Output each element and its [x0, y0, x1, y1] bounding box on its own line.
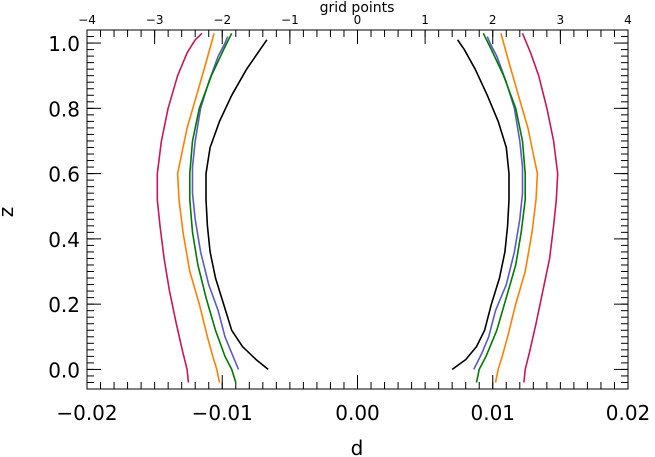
- series-1-right-curve: [473, 36, 524, 370]
- top-tick-label: 3: [557, 13, 565, 27]
- x-tick-label: 0.01: [470, 401, 515, 425]
- y-tick-label: 1.0: [48, 32, 80, 56]
- x-tick-label: −0.02: [56, 401, 117, 425]
- y-tick-label: 0.0: [48, 358, 80, 382]
- series-2-left-curve: [189, 32, 237, 383]
- series-0-left-curve: [205, 39, 269, 371]
- y-tick-label: 0.4: [48, 228, 80, 252]
- series-layer: [156, 32, 559, 383]
- plot-frame: [86, 29, 629, 390]
- y-tick-label: 0.6: [48, 163, 80, 187]
- top-tick-label: −4: [78, 13, 96, 27]
- y-tick-label: 0.8: [48, 97, 80, 121]
- top-tick-label: 4: [624, 13, 632, 27]
- x-tick-label: 0.02: [606, 401, 651, 425]
- top-tick-label: −2: [213, 13, 231, 27]
- series-0-right-curve: [451, 39, 510, 371]
- tick-marks: [86, 29, 629, 390]
- tick-labels: −0.02 −0.01 0.00 0.01 0.02 −4 −3 −2 −1 0 1 2 3 4 0.0 0.…: [48, 13, 650, 425]
- series-4-left-curve: [156, 32, 203, 383]
- top-tick-label: 1: [421, 13, 429, 27]
- x-axis-title: d: [351, 436, 364, 457]
- x-tick-label: −0.01: [192, 401, 253, 425]
- top-tick-label: 0: [354, 13, 362, 27]
- y-axis-title: z: [0, 207, 18, 218]
- series-2-right-curve: [475, 32, 527, 383]
- series-4-right-curve: [521, 32, 559, 383]
- top-axis-title: grid points: [320, 0, 395, 16]
- top-tick-label: −3: [146, 13, 164, 27]
- top-tick-label: 2: [489, 13, 497, 27]
- y-tick-label: 0.2: [48, 293, 80, 317]
- series-3-left-curve: [176, 33, 221, 383]
- x-tick-label: 0.00: [335, 401, 380, 425]
- top-tick-label: −1: [281, 13, 299, 27]
- series-1-left-curve: [191, 36, 240, 370]
- series-3-right-curve: [494, 33, 539, 383]
